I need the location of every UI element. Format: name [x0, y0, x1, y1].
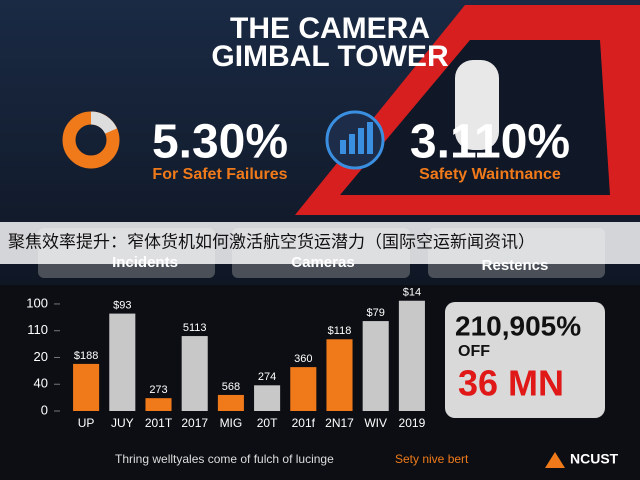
- card-label: Cameras: [291, 254, 354, 271]
- banner-background: [0, 222, 640, 264]
- bar-annotation: 274: [258, 371, 276, 383]
- bar: [217, 394, 244, 411]
- bar: [362, 321, 389, 411]
- bar: [73, 363, 100, 411]
- x-tick-label: 2N17: [325, 416, 354, 430]
- logo-icon: [545, 452, 565, 468]
- stat-caption: Safety Waintnance: [419, 166, 561, 183]
- x-tick-label: 20T: [257, 416, 278, 430]
- panel-big: 210,905%: [455, 310, 581, 341]
- stat-value: 5.30%: [152, 116, 288, 169]
- x-tick-label: 201T: [145, 416, 173, 430]
- x-tick-label: UP: [78, 416, 95, 430]
- bar: [398, 300, 425, 411]
- y-tick-label: 110: [27, 322, 48, 337]
- icon-bars: [340, 122, 373, 154]
- x-tick-label: 2019: [399, 416, 426, 430]
- bar: [109, 313, 136, 411]
- x-tick-label: 2017: [181, 416, 208, 430]
- x-tick-label: JUY: [111, 416, 134, 430]
- bar: [326, 339, 353, 411]
- bar-annotation: 360: [294, 353, 312, 365]
- logo: NCUST: [570, 451, 619, 467]
- bar: [254, 385, 281, 411]
- bar: [145, 398, 172, 411]
- title: GIMBAL TOWER: [211, 40, 449, 73]
- stat-value: 3.110%: [410, 116, 570, 169]
- y-tick-label: 40: [34, 376, 48, 391]
- bar-annotation: $188: [74, 350, 98, 362]
- bar-annotation: 568: [222, 381, 240, 393]
- card-label: Incidents: [112, 254, 178, 271]
- x-tick-label: WIV: [364, 416, 387, 430]
- footer-text: Thring welltyales come of fulch of lucin…: [115, 452, 334, 466]
- panel-red: 36 MN: [458, 363, 564, 404]
- y-tick-label: 20: [34, 349, 48, 364]
- bar-annotation: $93: [113, 299, 131, 311]
- panel-off: OFF: [458, 343, 490, 360]
- stat-caption: For Safet Failures: [152, 166, 287, 183]
- x-tick-label: 201f: [292, 416, 316, 430]
- bar-annotation: $79: [367, 307, 385, 319]
- footer-highlight: Sety nive bert: [395, 452, 469, 466]
- card-label: Restencs: [482, 257, 549, 274]
- panel: [445, 302, 605, 418]
- bar-annotation: 273: [149, 384, 167, 396]
- donut-segment: [90, 111, 117, 135]
- exclamation: [455, 60, 499, 150]
- x-tick-label: MIG: [220, 416, 243, 430]
- bar: [290, 367, 317, 411]
- bar-annotation: $118: [328, 325, 352, 337]
- y-tick-label: 0: [41, 402, 48, 417]
- title: THE CAMERA: [230, 12, 430, 45]
- bar-annotation: 5113: [183, 322, 207, 334]
- bar: [181, 336, 208, 411]
- y-tick-label: 100: [26, 295, 48, 310]
- banner-text: 聚焦效率提升：窄体货机如何激活航空货运潜力（国际空运新闻资讯）: [8, 232, 535, 251]
- bar-annotation: $14: [403, 287, 421, 299]
